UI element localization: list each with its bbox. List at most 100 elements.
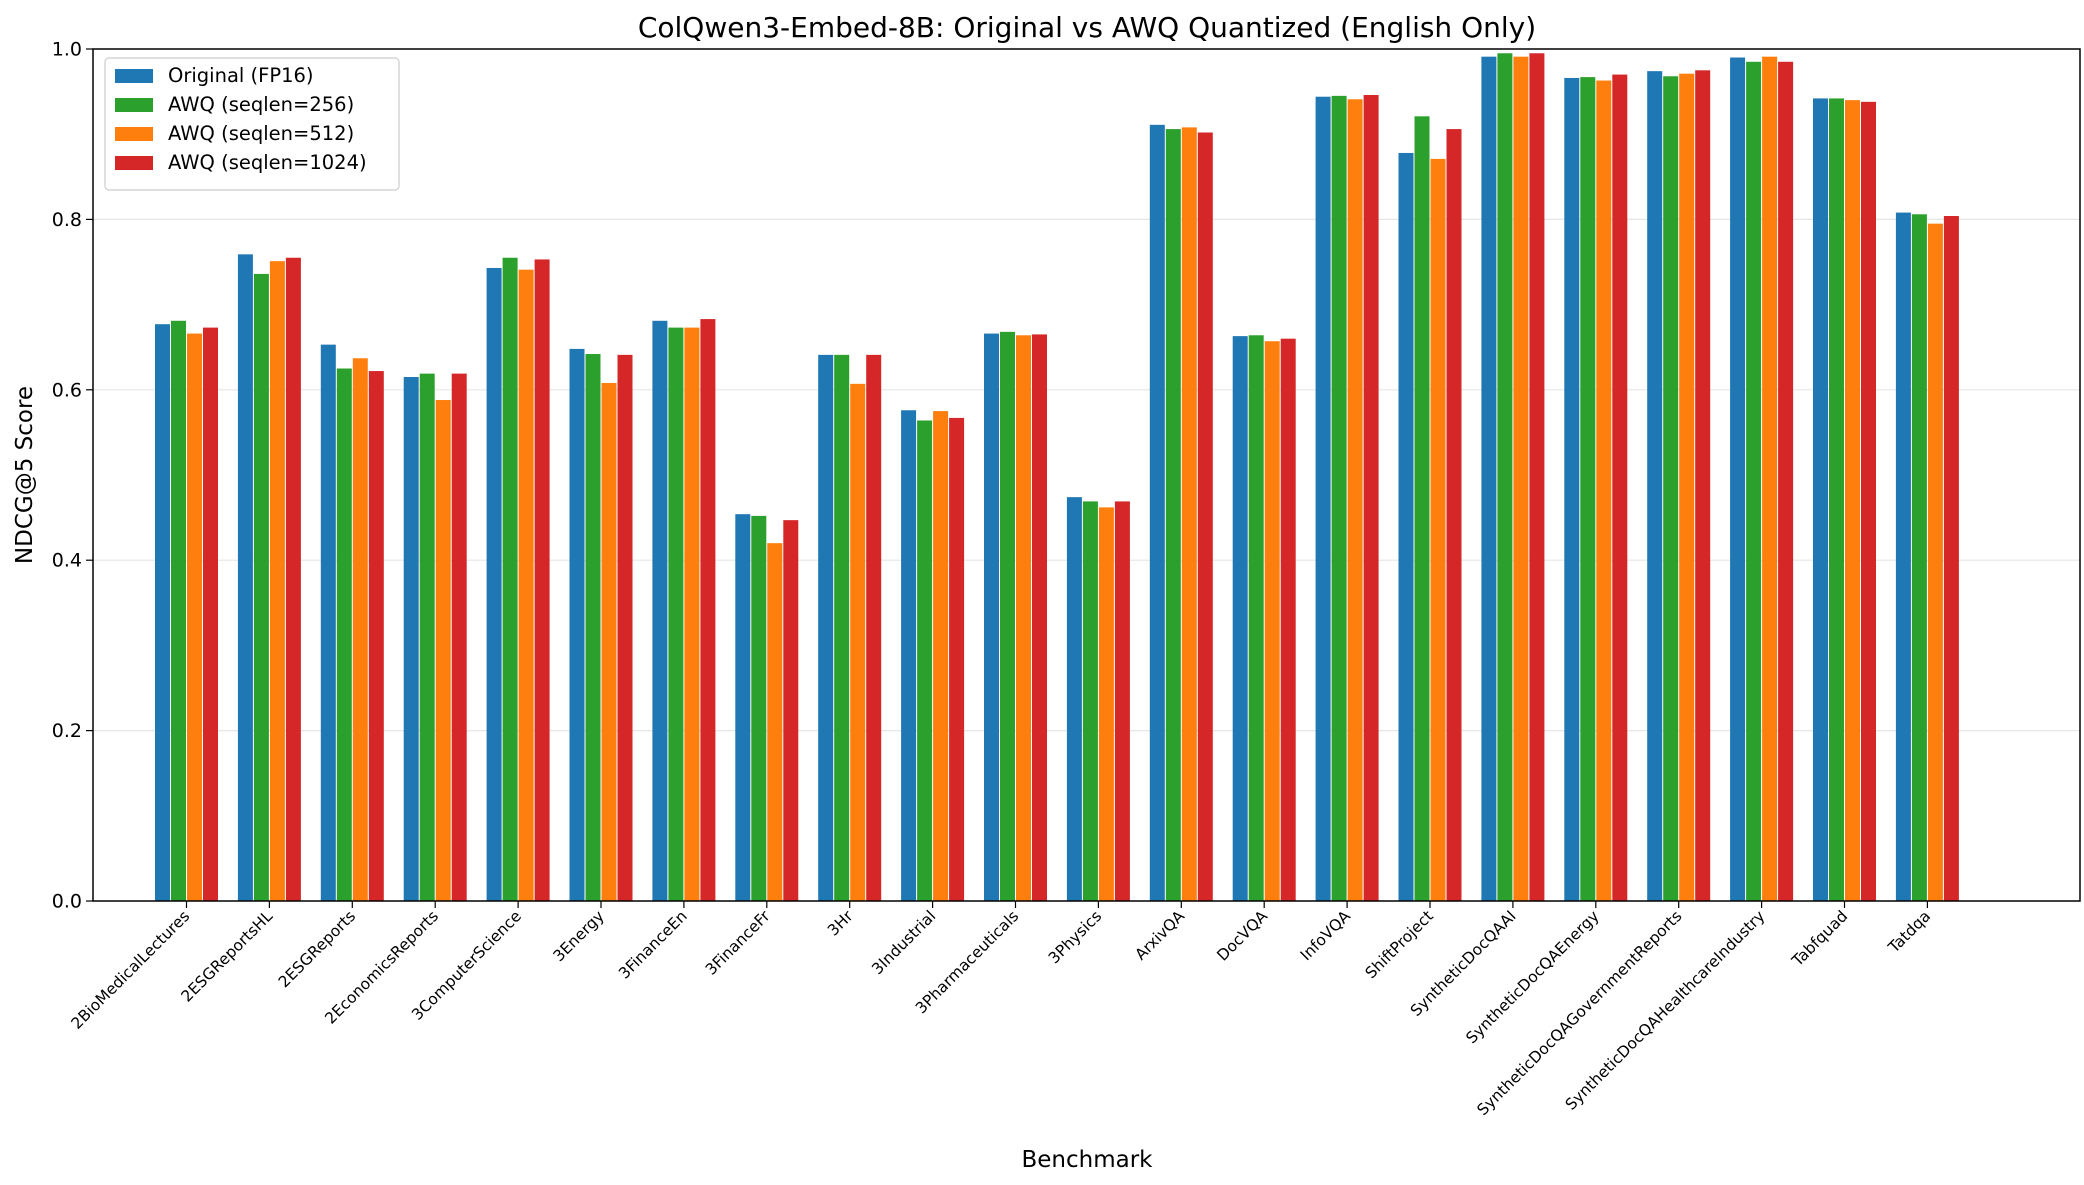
legend-label: Original (FP16) — [168, 64, 314, 87]
bar — [203, 327, 218, 901]
bar — [368, 371, 384, 901]
bar — [1066, 497, 1082, 901]
bar — [1813, 98, 1828, 901]
bar — [1315, 96, 1331, 902]
y-tick-label: 0.6 — [52, 379, 82, 401]
legend-swatch — [115, 127, 153, 141]
bar — [1730, 57, 1746, 901]
bar — [1082, 501, 1098, 901]
bar — [949, 417, 965, 901]
bar — [1363, 95, 1379, 902]
bar — [984, 333, 999, 901]
bar — [1016, 335, 1031, 902]
y-tick-label: 0.2 — [52, 720, 82, 742]
bar — [1943, 215, 1959, 901]
bar — [269, 261, 285, 901]
y-tick-label: 1.0 — [52, 39, 82, 61]
legend-label: AWQ (seqlen=512) — [168, 122, 354, 145]
bar — [1497, 53, 1513, 901]
bar — [1347, 99, 1363, 901]
bar — [617, 354, 633, 901]
bar — [1845, 100, 1860, 902]
legend-label: AWQ (seqlen=256) — [168, 93, 354, 116]
bar — [917, 420, 933, 901]
bar — [1596, 80, 1612, 902]
y-axis: 0.0 0.2 0.4 0.6 0.8 1.0 — [52, 39, 93, 913]
bar — [253, 273, 269, 902]
bar — [1197, 132, 1213, 902]
bar — [1647, 71, 1663, 902]
bar — [1481, 56, 1497, 902]
bar — [700, 319, 716, 902]
bar — [751, 515, 767, 901]
bar — [403, 377, 419, 901]
bar — [1280, 338, 1296, 901]
bar — [1778, 61, 1794, 901]
bar — [1114, 501, 1130, 901]
bar — [486, 267, 502, 901]
bar — [735, 514, 751, 901]
legend-swatch — [115, 69, 153, 83]
plot-frame — [92, 48, 2081, 902]
y-tick-label: 0.4 — [52, 550, 82, 572]
bar — [451, 373, 467, 901]
bar — [419, 373, 435, 901]
bar — [818, 354, 834, 901]
bar — [1232, 336, 1248, 901]
bar — [1829, 98, 1844, 901]
bar — [1861, 101, 1876, 902]
bar — [783, 520, 799, 901]
bar — [320, 344, 336, 901]
bar — [1000, 331, 1015, 901]
bar — [155, 324, 170, 901]
bar — [1430, 158, 1446, 901]
bar — [1529, 53, 1545, 901]
legend-swatch — [115, 98, 153, 112]
bar — [285, 257, 301, 901]
legend-swatch — [115, 156, 153, 170]
bar — [1149, 124, 1165, 901]
bar — [1098, 507, 1114, 901]
bar — [171, 320, 186, 902]
bar — [834, 354, 850, 901]
bar — [1398, 152, 1414, 902]
bar — [336, 368, 352, 901]
bar — [534, 259, 550, 902]
y-tick-label: 0.0 — [52, 891, 82, 913]
bar — [1911, 214, 1927, 902]
bar — [502, 257, 518, 901]
bar — [1580, 77, 1596, 902]
bar — [585, 354, 601, 901]
bar — [1331, 95, 1347, 902]
bar — [1762, 56, 1778, 902]
bar — [435, 400, 451, 901]
bar — [1165, 129, 1181, 901]
bar — [352, 358, 368, 901]
bar — [1264, 341, 1280, 902]
y-axis-label: NDCG@5 Score — [12, 386, 38, 564]
chart-title: ColQwen3-Embed-8B: Original vs AWQ Quant… — [638, 11, 1536, 44]
y-tick-label: 0.8 — [52, 209, 82, 231]
bar — [601, 382, 617, 901]
legend-box — [104, 57, 400, 191]
bar — [1612, 74, 1628, 901]
bar — [1513, 56, 1529, 902]
bar — [866, 354, 882, 901]
bar — [901, 410, 917, 901]
bar — [684, 327, 700, 901]
x-axis-label: Benchmark — [1021, 1147, 1153, 1173]
bar — [237, 254, 253, 901]
bar — [1895, 212, 1911, 902]
bar — [1695, 70, 1711, 902]
bar — [187, 333, 202, 901]
bar — [668, 327, 684, 901]
bar — [1746, 61, 1762, 901]
bar — [1248, 335, 1264, 902]
bar — [569, 348, 585, 901]
bar — [518, 269, 534, 902]
bar — [933, 411, 949, 901]
legend: Original (FP16) AWQ (seqlen=256) AWQ (seql… — [104, 57, 400, 191]
bar — [1446, 129, 1462, 901]
bar — [1679, 73, 1695, 901]
bar — [652, 320, 668, 902]
